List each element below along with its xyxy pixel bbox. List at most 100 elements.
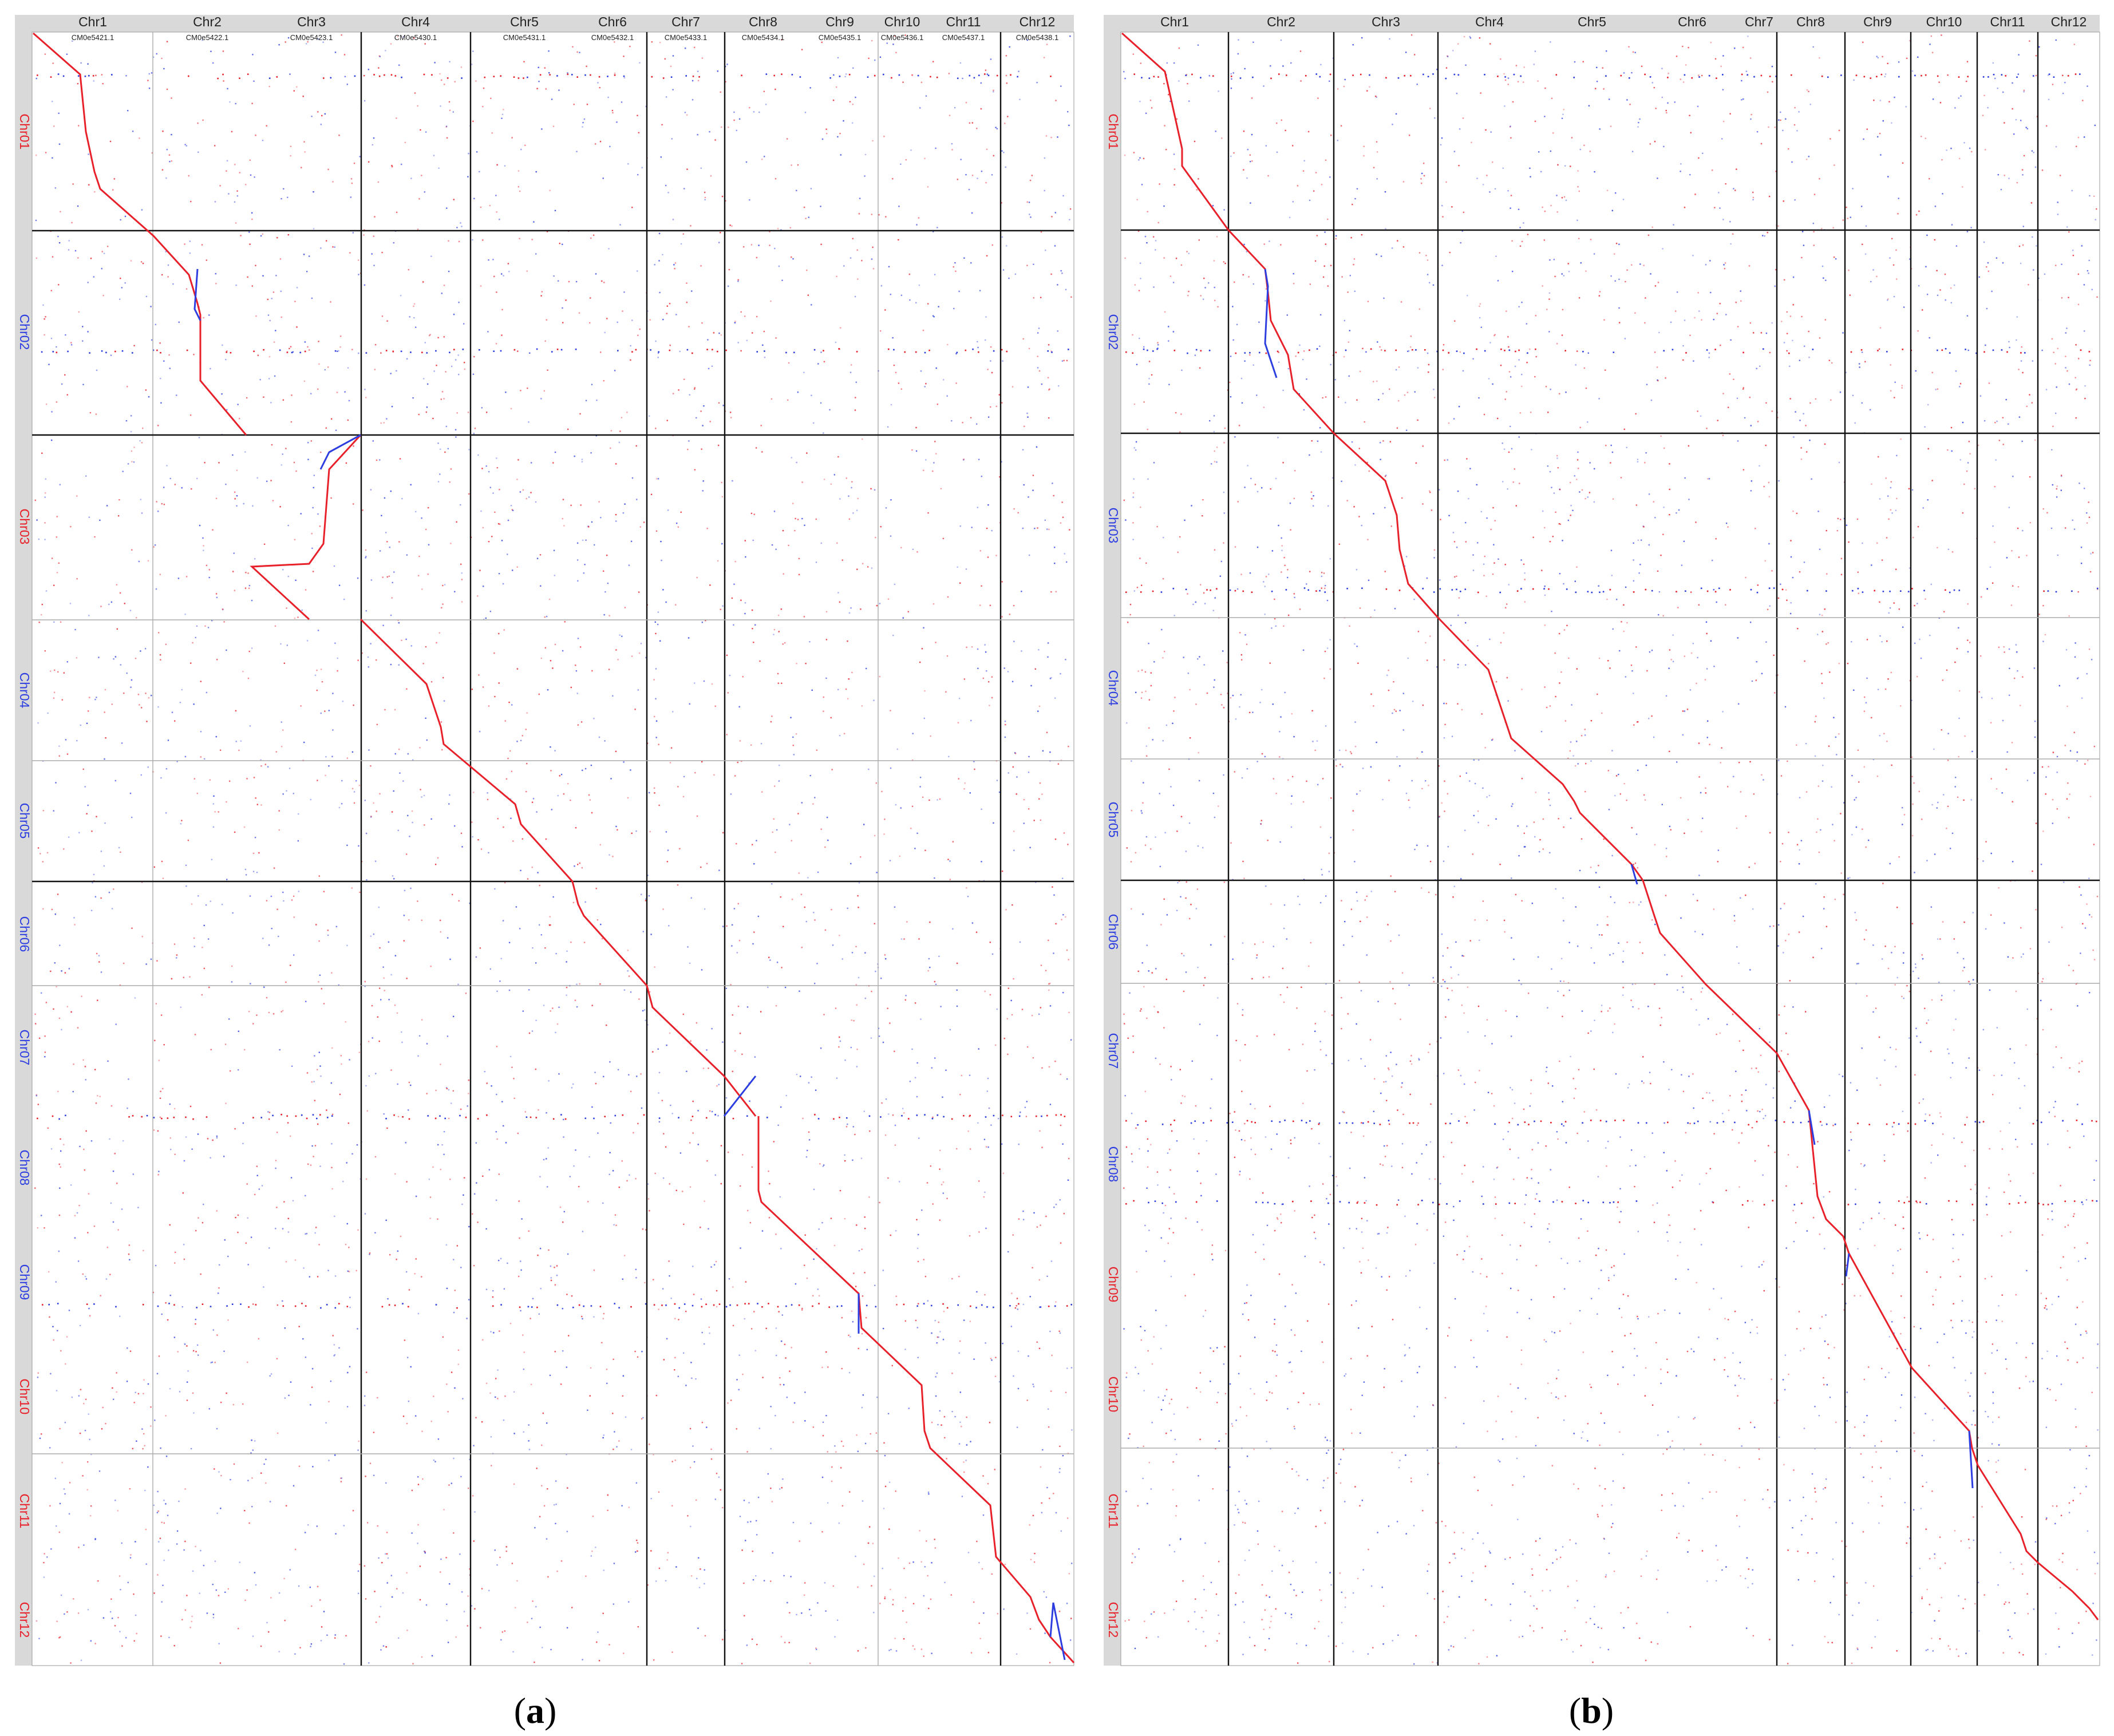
match-dot: [882, 1568, 883, 1569]
match-dot: [1662, 533, 1664, 535]
match-dot: [380, 1605, 382, 1608]
match-dot: [120, 664, 121, 666]
match-dot: [811, 689, 813, 691]
match-dot: [871, 39, 873, 42]
match-dot: [937, 404, 938, 405]
match-dot: [1358, 516, 1360, 517]
match-dot: [847, 640, 848, 642]
match-dot: [672, 55, 674, 57]
match-dot: [497, 1398, 499, 1399]
match-dot: [210, 1157, 211, 1159]
match-dot: [983, 1612, 985, 1614]
match-dot: [825, 128, 827, 130]
match-dot: [163, 504, 165, 505]
match-dot: [407, 753, 409, 755]
match-dot: [988, 681, 990, 683]
match-dot: [54, 1477, 56, 1480]
match-dot: [443, 284, 445, 286]
match-dot: [816, 1648, 817, 1650]
match-dot: [1062, 877, 1064, 879]
match-dot: [200, 1549, 201, 1552]
match-dot: [58, 1637, 60, 1639]
match-dot: [212, 529, 214, 531]
match-dot: [167, 1514, 169, 1516]
match-dot: [718, 444, 720, 446]
match-dot: [509, 798, 512, 800]
match-dot: [532, 1600, 534, 1602]
match-dot: [613, 1358, 614, 1361]
match-dot: [435, 1304, 437, 1306]
match-dot: [254, 558, 256, 560]
match-dot: [320, 669, 322, 670]
match-dot: [489, 611, 491, 612]
match-dot: [247, 1217, 248, 1219]
match-dot: [427, 1115, 429, 1117]
match-dot: [374, 1591, 376, 1592]
match-dot: [1487, 1092, 1489, 1093]
match-dot: [299, 351, 301, 354]
match-dot: [984, 1294, 986, 1296]
match-dot: [1515, 505, 1517, 507]
match-dot: [520, 740, 522, 741]
match-dot: [171, 160, 172, 162]
match-dot: [929, 967, 931, 968]
match-dot: [1323, 265, 1325, 267]
match-dot: [432, 417, 434, 420]
match-dot: [79, 1433, 81, 1434]
match-dot: [85, 1278, 88, 1280]
match-dot: [879, 603, 881, 604]
match-dot: [78, 1205, 80, 1207]
match-dot: [43, 1576, 45, 1578]
match-dot: [761, 451, 763, 453]
match-dot: [902, 617, 904, 619]
match-dot: [550, 1648, 552, 1651]
match-dot: [250, 983, 251, 984]
match-dot: [327, 366, 329, 368]
match-dot: [599, 1306, 602, 1307]
match-dot: [353, 704, 354, 706]
match-dot: [583, 572, 584, 574]
match-dot: [251, 599, 253, 602]
match-dot: [566, 987, 568, 988]
match-dot: [112, 1618, 113, 1619]
match-dot: [461, 226, 463, 227]
match-dot: [423, 73, 425, 76]
match-dot: [184, 1343, 186, 1345]
match-dot: [869, 1526, 871, 1528]
match-dot: [957, 722, 959, 723]
match-dot: [781, 39, 783, 41]
match-dot: [161, 57, 163, 60]
match-dot: [556, 75, 558, 77]
match-dot: [189, 1627, 191, 1628]
match-dot: [831, 1480, 833, 1482]
match-dot: [1163, 898, 1165, 900]
match-dot: [178, 1500, 180, 1502]
match-dot: [576, 559, 579, 561]
match-dot: [1011, 904, 1013, 906]
match-dot: [872, 1543, 874, 1544]
match-dot: [153, 1592, 155, 1594]
match-dot: [1038, 798, 1040, 800]
match-dot: [546, 1158, 547, 1160]
match-dot: [750, 1521, 752, 1523]
match-dot: [711, 1028, 713, 1030]
match-dot: [776, 1354, 777, 1357]
match-dot: [882, 1270, 884, 1271]
match-dot: [56, 986, 57, 987]
match-dot: [445, 371, 446, 373]
match-dot: [553, 549, 555, 551]
match-dot: [872, 246, 874, 248]
match-dot: [282, 1300, 283, 1302]
match-dot: [1049, 1497, 1050, 1500]
match-dot: [932, 1203, 934, 1205]
match-dot: [923, 1259, 924, 1260]
match-dot: [758, 244, 760, 246]
match-dot: [696, 417, 697, 419]
match-dot: [211, 1361, 213, 1363]
match-dot: [154, 544, 156, 546]
match-dot: [320, 124, 322, 125]
match-dot: [937, 1423, 939, 1426]
match-dot: [631, 832, 633, 834]
match-dot: [904, 351, 906, 353]
match-dot: [437, 857, 439, 859]
